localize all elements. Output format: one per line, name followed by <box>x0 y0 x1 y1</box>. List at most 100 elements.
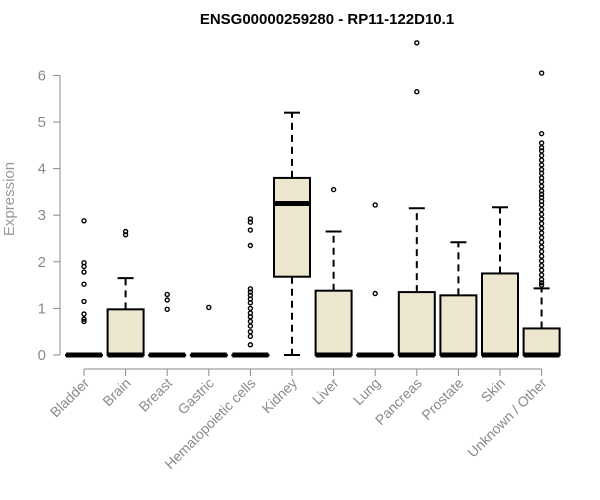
x-tick-label: Prostate <box>418 375 466 423</box>
box-series <box>65 40 561 358</box>
y-tick-label: 4 <box>38 161 46 178</box>
outlier-point <box>247 318 254 325</box>
box-lung <box>356 202 395 358</box>
outlier-point <box>81 218 87 224</box>
outlier-point <box>538 276 545 283</box>
outlier-point <box>81 263 87 270</box>
outlier-point <box>247 314 254 320</box>
outlier-point <box>538 70 545 76</box>
outlier-point <box>538 178 545 185</box>
y-tick-label: 5 <box>38 114 46 131</box>
outlier-point <box>538 162 545 168</box>
box-skin <box>481 206 519 358</box>
box-pancreas <box>397 40 436 358</box>
outlier-point <box>538 183 545 190</box>
outlier-point <box>538 188 545 194</box>
outlier-point <box>538 282 545 288</box>
outlier-point <box>414 89 420 95</box>
outlier-point <box>538 130 545 137</box>
outlier-point <box>81 298 87 305</box>
y-axis-label: Expression <box>1 162 18 236</box>
outlier-point <box>538 170 545 176</box>
y-tick-label: 1 <box>38 300 46 317</box>
box-gastric <box>189 304 228 358</box>
outlier-point <box>247 333 254 340</box>
outlier-point <box>164 297 170 303</box>
outlier-point <box>538 140 545 146</box>
box-prostate <box>439 241 478 358</box>
x-tick-label: Brain <box>99 375 133 409</box>
outlier-point <box>247 323 254 329</box>
outlier-point <box>538 225 545 231</box>
box-unknown-other <box>522 70 561 358</box>
outlier-point <box>81 311 87 317</box>
outlier-point <box>372 290 378 297</box>
outlier-point <box>538 280 545 286</box>
outlier-point <box>247 342 254 348</box>
x-tick-label: Liver <box>309 375 342 408</box>
outlier-point <box>538 148 545 154</box>
box-liver <box>314 186 353 358</box>
x-tick-label: Unknown / Other <box>464 375 550 461</box>
outlier-point <box>538 152 545 159</box>
y-tick-label: 6 <box>38 67 46 84</box>
outlier-point <box>247 219 254 225</box>
chart-title: ENSG00000259280 - RP11-122D10.1 <box>200 11 454 28</box>
box-brain <box>106 228 145 358</box>
x-tick-label: Lung <box>350 375 383 408</box>
box-bladder <box>65 218 103 358</box>
outlier-point <box>538 216 545 222</box>
outlier-point <box>538 211 545 217</box>
outlier-point <box>330 186 337 193</box>
outlier-point <box>538 144 545 151</box>
outlier-point <box>247 305 254 312</box>
y-axis: 0 1 2 3 4 5 6 <box>38 67 61 364</box>
outlier-point <box>81 318 87 325</box>
outlier-point <box>81 281 87 287</box>
box-body <box>522 327 561 356</box>
outlier-point <box>538 244 545 250</box>
outlier-point <box>538 230 545 236</box>
outlier-point <box>247 289 254 295</box>
box-kidney <box>273 111 311 356</box>
outlier-point <box>538 272 545 278</box>
y-tick-label: 2 <box>38 254 46 271</box>
outlier-point <box>247 242 254 249</box>
y-tick-label: 3 <box>38 207 46 224</box>
outlier-point <box>122 232 129 238</box>
outlier-point <box>538 220 545 227</box>
box-body <box>273 176 311 278</box>
outlier-point <box>414 40 420 46</box>
box-body <box>314 289 353 356</box>
outlier-point <box>538 262 545 269</box>
outlier-point <box>538 157 545 163</box>
box-hematopoietic-cells <box>231 216 270 358</box>
outlier-point <box>164 306 170 313</box>
box-body <box>397 291 436 356</box>
outlier-point <box>538 239 545 245</box>
outlier-point <box>538 234 545 241</box>
outlier-point <box>247 216 254 222</box>
box-body <box>439 294 478 356</box>
outlier-point <box>538 253 545 259</box>
box-body <box>106 308 145 356</box>
y-tick-label: 0 <box>38 347 46 364</box>
outlier-point <box>538 248 545 255</box>
outlier-point <box>206 304 212 311</box>
outlier-point <box>164 291 170 298</box>
outlier-point <box>81 316 87 322</box>
outlier-point <box>81 269 87 275</box>
outlier-point <box>122 228 129 235</box>
outlier-point <box>538 267 545 273</box>
x-tick-label: Breast <box>135 375 175 415</box>
outlier-point <box>247 227 254 233</box>
x-tick-label: Kidney <box>259 375 301 417</box>
box-body <box>481 272 519 357</box>
outlier-point <box>247 300 254 306</box>
x-tick-label: Skin <box>478 375 509 406</box>
outlier-point <box>538 206 545 213</box>
outlier-point <box>247 329 254 335</box>
x-tick-label: Bladder <box>47 375 93 421</box>
